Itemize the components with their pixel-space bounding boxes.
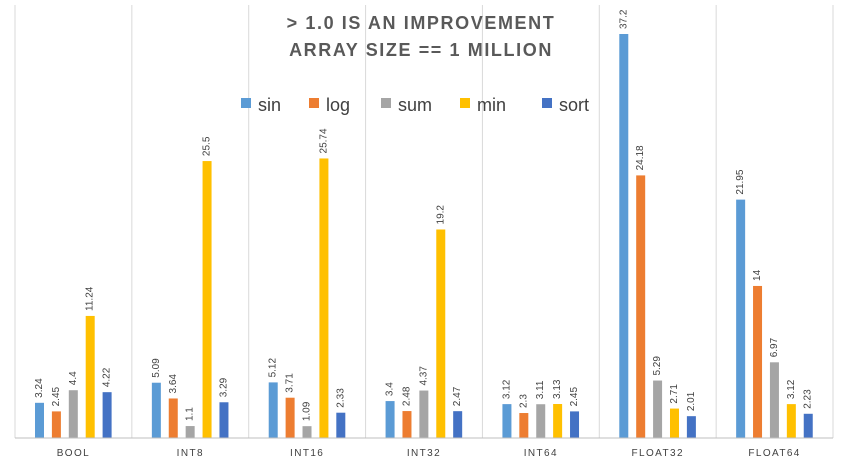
category-label-int8: INT8 <box>177 448 204 459</box>
data-label-sort-bool: 4.22 <box>102 367 113 387</box>
legend-swatch-sort <box>542 98 552 108</box>
bar-sin-int32 <box>385 401 395 438</box>
data-label-sum-int64: 3.11 <box>535 380 546 399</box>
data-label-sort-int64: 2.45 <box>569 386 580 406</box>
bar-log-float64 <box>753 285 763 438</box>
bar-min-float64 <box>786 404 796 438</box>
legend-swatch-sin <box>241 98 251 108</box>
bar-sort-bool <box>102 392 112 438</box>
legend-label-min: min <box>477 95 506 115</box>
data-label-sort-int8: 3.29 <box>218 377 229 397</box>
data-label-log-int8: 3.64 <box>168 374 179 394</box>
data-label-sum-int8: 1.1 <box>185 407 196 421</box>
bar-sum-int16 <box>302 426 312 438</box>
chart-title-line-1: > 1.0 IS AN IMPROVEMENT <box>287 13 556 33</box>
bar-sin-float64 <box>736 199 746 438</box>
data-label-min-bool: 11.24 <box>85 286 96 311</box>
data-label-log-int32: 2.48 <box>401 386 412 406</box>
legend-label-log: log <box>326 95 350 115</box>
bar-min-int8 <box>202 161 212 438</box>
bar-sin-int64 <box>502 404 512 438</box>
legend-swatch-log <box>309 98 319 108</box>
bar-sin-bool <box>35 402 44 438</box>
data-label-min-int16: 25.74 <box>318 128 329 153</box>
bar-sum-float64 <box>769 362 779 438</box>
data-label-sum-float32: 5.29 <box>652 356 663 376</box>
bar-log-int16 <box>285 397 295 438</box>
bar-log-int8 <box>168 398 178 438</box>
bar-sum-float32 <box>653 380 663 438</box>
legend-label-sin: sin <box>258 95 281 115</box>
data-label-sum-float64: 6.97 <box>769 337 780 357</box>
legend-swatch-sum <box>381 98 391 108</box>
data-label-log-bool: 2.45 <box>51 386 62 406</box>
bar-sum-bool <box>68 390 78 438</box>
bar-sin-float32 <box>619 34 629 438</box>
data-label-min-float64: 3.12 <box>786 379 797 399</box>
category-labels: BOOL INT8 INT16 INT32 INT64 FLOAT32 FLOAT64 <box>57 448 800 459</box>
data-label-sort-float32: 2.01 <box>686 391 697 411</box>
legend-label-sum: sum <box>398 95 432 115</box>
bar-sum-int64 <box>536 404 546 438</box>
category-label-bool: BOOL <box>57 448 90 459</box>
data-label-sin-int32: 3.4 <box>385 382 396 396</box>
bar-sin-int16 <box>268 382 278 438</box>
bars <box>35 34 813 438</box>
data-label-min-int8: 25.5 <box>202 136 213 156</box>
data-label-sort-float64: 2.23 <box>803 389 814 409</box>
bar-sort-int8 <box>219 402 229 438</box>
data-label-sum-int32: 4.37 <box>418 366 429 386</box>
bar-sin-int8 <box>151 382 161 438</box>
legend-swatch-min <box>460 98 470 108</box>
data-label-sin-int16: 5.12 <box>268 357 279 377</box>
data-label-log-int64: 2.3 <box>518 394 529 408</box>
bar-log-float32 <box>636 175 646 438</box>
bar-sort-int32 <box>453 411 463 438</box>
category-label-float32: FLOAT32 <box>632 448 684 459</box>
data-label-sin-int64: 3.12 <box>501 379 512 399</box>
data-label-sin-float64: 21.95 <box>735 169 746 194</box>
data-label-min-int64: 3.13 <box>552 379 563 399</box>
data-label-sin-float32: 37.2 <box>618 9 629 29</box>
chart-title-line-2: ARRAY SIZE == 1 MILLION <box>289 40 553 60</box>
bar-log-bool <box>51 411 61 438</box>
bar-log-int32 <box>402 411 412 438</box>
bar-sort-float32 <box>686 416 696 438</box>
bar-sort-int64 <box>570 411 580 438</box>
bar-min-int16 <box>319 158 329 438</box>
data-label-min-int32: 19.2 <box>435 205 446 225</box>
data-label-log-float32: 24.18 <box>635 145 646 170</box>
data-label-min-float32: 2.71 <box>669 384 680 404</box>
category-label-int64: INT64 <box>524 448 558 459</box>
legend: sin log sum min sort <box>241 95 589 115</box>
category-label-float64: FLOAT64 <box>748 448 800 459</box>
data-label-sin-int8: 5.09 <box>151 358 162 378</box>
data-label-sort-int32: 2.47 <box>452 386 463 406</box>
bar-sort-float64 <box>803 413 813 438</box>
bar-log-int64 <box>519 413 529 438</box>
data-label-log-int16: 3.71 <box>285 373 296 393</box>
bar-sum-int8 <box>185 426 195 438</box>
bar-min-int64 <box>553 404 563 438</box>
bar-min-bool <box>85 315 95 438</box>
bar-min-float32 <box>669 408 679 438</box>
data-label-sum-bool: 4.4 <box>68 371 79 385</box>
legend-label-sort: sort <box>559 95 589 115</box>
data-label-sort-int16: 2.33 <box>335 388 346 408</box>
bar-sort-int16 <box>336 412 346 438</box>
category-label-int32: INT32 <box>407 448 441 459</box>
bar-min-int32 <box>436 229 446 438</box>
data-label-sum-int16: 1.09 <box>302 401 313 421</box>
data-label-log-float64: 14 <box>752 269 763 281</box>
category-label-int16: INT16 <box>290 448 324 459</box>
data-labels: 3.24 2.45 4.4 11.24 4.22 5.09 3.64 1.1 25.5 3.29 5… <box>34 9 814 421</box>
category-gridlines <box>14 5 834 438</box>
bar-sum-int32 <box>419 390 429 438</box>
data-label-sin-bool: 3.24 <box>34 378 45 398</box>
